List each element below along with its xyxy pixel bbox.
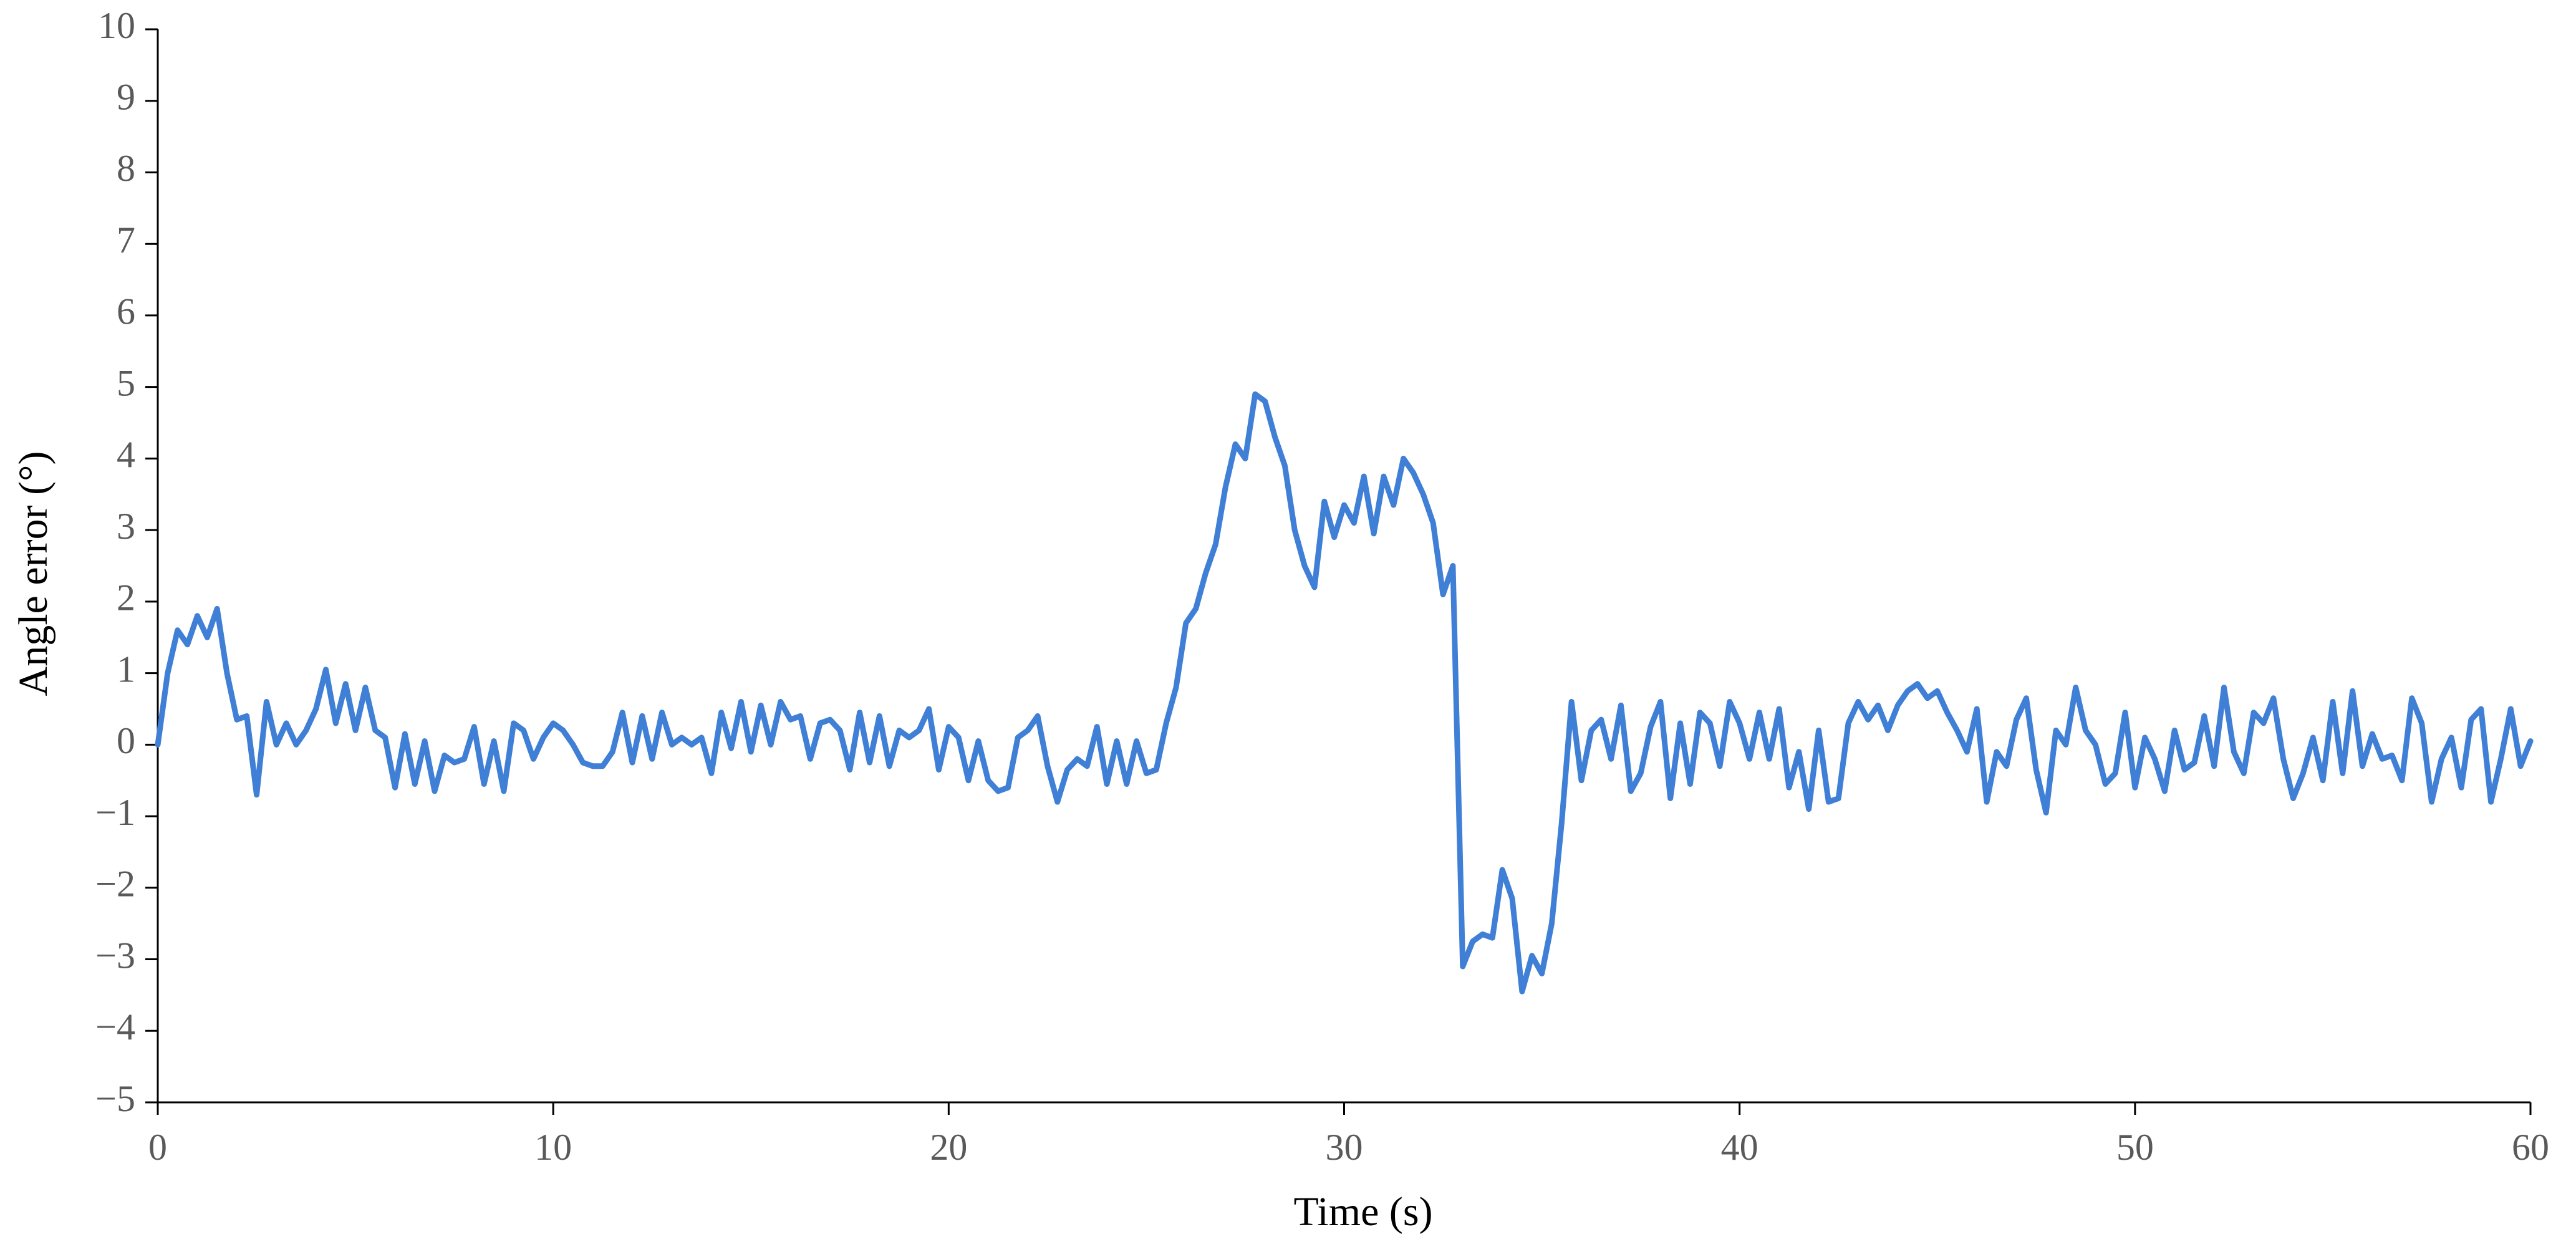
data-line	[155, 391, 2534, 994]
y-tick-label: −1	[95, 792, 135, 833]
x-tick-label: 60	[2512, 1127, 2549, 1168]
x-tick-label: 0	[148, 1127, 167, 1168]
y-tick-label: −3	[95, 935, 135, 976]
y-tick-label: 9	[117, 76, 135, 117]
y-axis-title: Angle error (°)	[11, 451, 56, 696]
y-tick-label: 8	[117, 148, 135, 189]
y-tick-label: 1	[117, 648, 135, 690]
x-tick-label: 10	[534, 1127, 572, 1168]
y-tick-label: 6	[117, 291, 135, 332]
y-tick-label: −2	[95, 864, 135, 905]
y-tick-label: 4	[117, 434, 135, 475]
y-tick-label: 0	[117, 720, 135, 761]
y-tick-label: −5	[95, 1078, 135, 1119]
x-tick-label: 50	[2116, 1127, 2154, 1168]
y-tick-label: 2	[117, 577, 135, 619]
y-tick-label: −4	[95, 1006, 135, 1047]
y-tick-label: 3	[117, 506, 135, 547]
y-tick-label: 10	[98, 5, 135, 46]
y-tick-label: 5	[117, 362, 135, 403]
x-tick-label: 20	[930, 1127, 967, 1168]
x-axis-title: Time (s)	[1293, 1189, 1432, 1235]
y-tick-label: 7	[117, 219, 135, 261]
x-tick-label: 30	[1326, 1127, 1363, 1168]
x-tick-label: 40	[1721, 1127, 1758, 1168]
